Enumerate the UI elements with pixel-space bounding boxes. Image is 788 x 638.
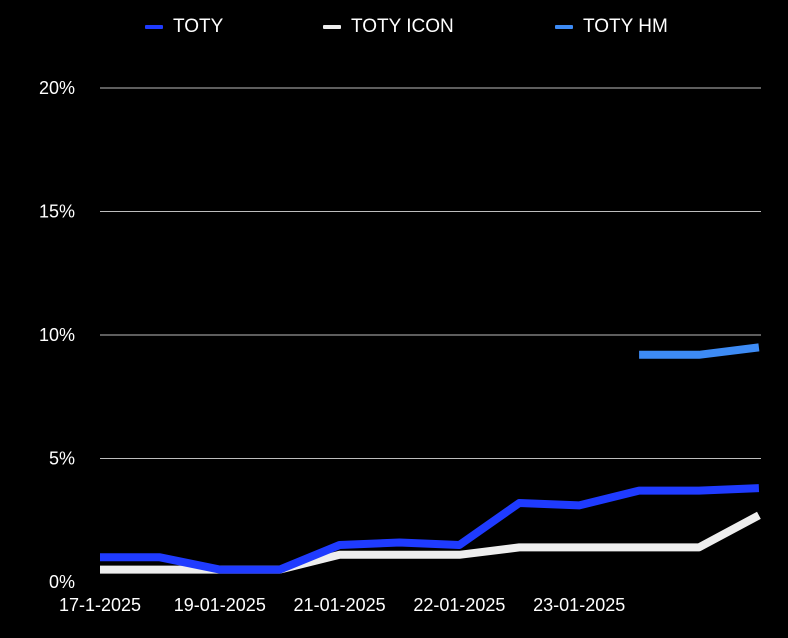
y-axis-ticks: 0% 5% 10% 15% 20% [39,78,75,592]
legend-swatch-toty-icon [323,25,341,29]
x-tick-label: 17-1-2025 [59,595,141,615]
legend-label-toty-hm: TOTY HM [583,16,668,37]
x-tick-label: 23-01-2025 [533,595,625,615]
series-lines [100,343,761,574]
y-tick-label: 5% [49,449,75,469]
legend-item-toty-icon: TOTY ICON [323,14,454,40]
series-line-toty-hm [639,343,760,359]
legend-swatch-toty [145,25,163,29]
y-tick-label: 20% [39,78,75,98]
x-tick-label: 22-01-2025 [413,595,505,615]
x-tick-label: 21-01-2025 [294,595,386,615]
legend-item-toty: TOTY [145,14,223,40]
legend-label-toty-icon: TOTY ICON [351,16,454,37]
gridlines [100,87,761,459]
y-tick-label: 15% [39,202,75,222]
y-tick-label: 10% [39,325,75,345]
series-line-toty [100,484,760,574]
legend-item-toty-hm: TOTY HM [555,14,668,40]
x-tick-label: 19-01-2025 [174,595,266,615]
legend-swatch-toty-hm [555,25,573,29]
y-tick-label: 0% [49,572,75,592]
legend-label-toty: TOTY [173,16,224,37]
chart-legend: TOTY TOTY ICON TOTY HM [0,14,788,40]
x-axis-ticks: 17-1-2025 19-01-2025 21-01-2025 22-01-2025 2… [59,595,625,615]
